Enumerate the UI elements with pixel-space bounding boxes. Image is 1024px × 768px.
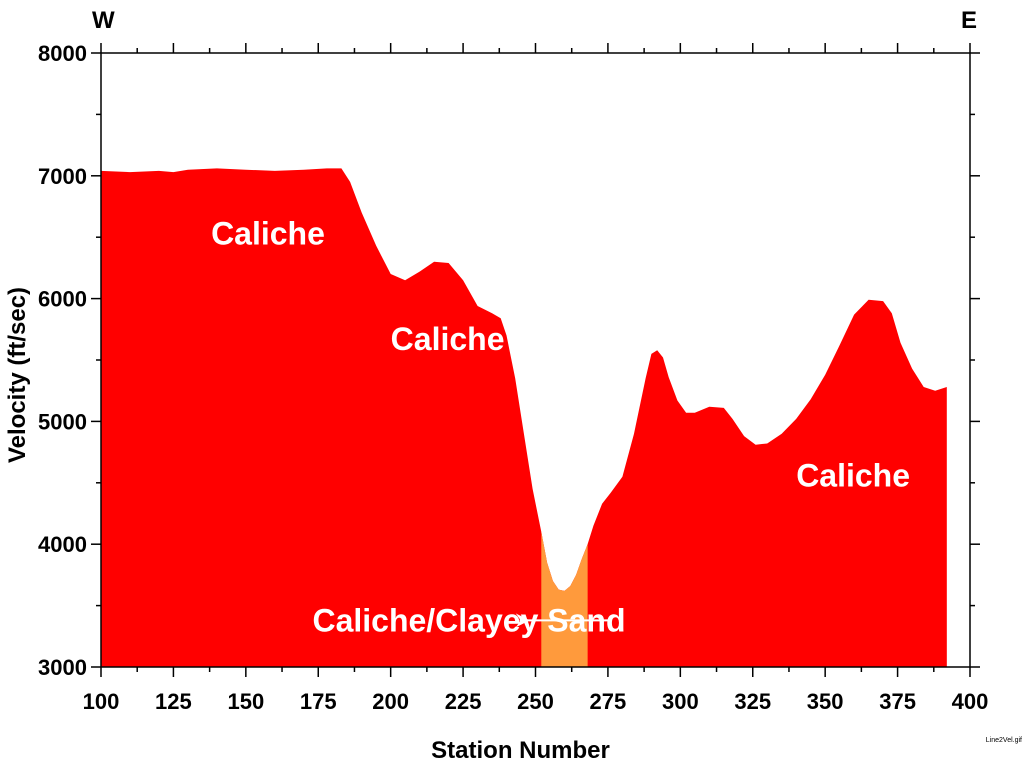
annotation-label-2: Caliche: [796, 457, 910, 493]
west-label: W: [92, 7, 115, 34]
x-tick-label: 300: [662, 689, 699, 714]
x-tick-label: 200: [372, 689, 409, 714]
x-tick-label: 225: [445, 689, 482, 714]
east-label: E: [961, 7, 977, 34]
y-tick-label: 6000: [38, 287, 87, 312]
x-tick-label: 350: [807, 689, 844, 714]
x-tick-label: 275: [590, 689, 627, 714]
filename-note: Line2Vel.gif: [986, 737, 1022, 744]
x-tick-label: 175: [300, 689, 337, 714]
clayey-sand-area: [541, 531, 588, 667]
x-tick-label: 125: [155, 689, 192, 714]
x-tick-label: 325: [734, 689, 771, 714]
y-tick-label: 4000: [38, 532, 87, 557]
x-axis-title: Station Number: [431, 737, 610, 764]
annotation-label-0: Caliche: [211, 216, 325, 252]
caliche-area: [101, 168, 947, 667]
y-axis-title: Velocity (ft/sec): [4, 287, 31, 463]
y-tick-label: 7000: [38, 164, 87, 189]
y-tick-label: 3000: [38, 655, 87, 680]
y-tick-label: 8000: [38, 41, 87, 66]
x-tick-label: 400: [952, 689, 989, 714]
y-tick-label: 5000: [38, 409, 87, 434]
x-tick-label: 250: [517, 689, 554, 714]
x-tick-label: 375: [879, 689, 916, 714]
x-tick-label: 150: [227, 689, 264, 714]
annotation-arrow-head: [515, 613, 530, 628]
x-tick-label: 100: [83, 689, 120, 714]
annotation-label-1: Caliche: [391, 321, 505, 357]
